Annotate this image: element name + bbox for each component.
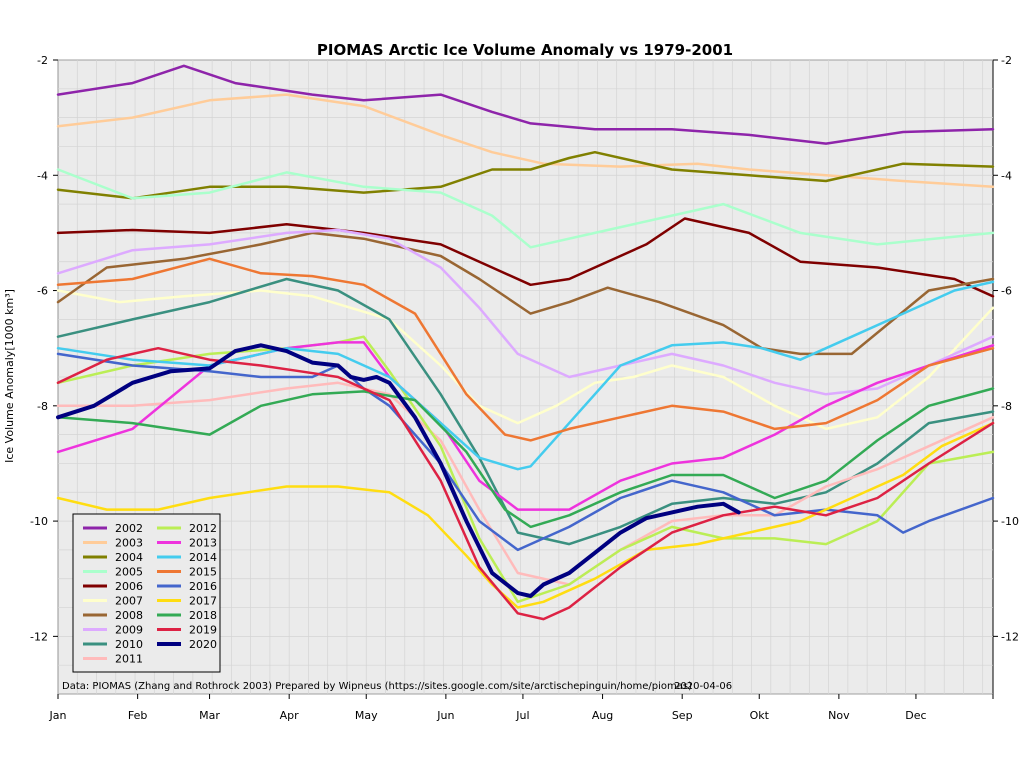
series-line-2002 (56, 64, 995, 145)
x-tick-label: Sep (672, 709, 693, 722)
legend-label-2003: 2003 (115, 537, 143, 550)
y-tick-label-right: -10 (1001, 515, 1019, 528)
series-line-2016 (56, 352, 995, 552)
y-tick-label-right: -6 (1001, 285, 1012, 298)
y-tick-label-left: -12 (30, 630, 48, 643)
series-line-2007 (56, 289, 995, 431)
legend-label-2016: 2016 (189, 580, 217, 593)
legend-label-2014: 2014 (189, 551, 217, 564)
footnote-date: 2020-04-06 (674, 681, 732, 692)
y-tick-label-left: -6 (37, 285, 48, 298)
series-line-2005 (56, 168, 995, 249)
y-tick-label-left: -10 (30, 515, 48, 528)
series-line-2003 (56, 93, 995, 189)
x-tick-label: Aug (592, 709, 613, 722)
x-tick-label: Okt (750, 709, 770, 722)
legend-label-2010: 2010 (115, 638, 143, 651)
legend-label-2007: 2007 (115, 595, 143, 608)
y-tick-label-right: -12 (1001, 630, 1019, 643)
x-tick-label: Dec (905, 709, 926, 722)
y-tick-label-left: -4 (37, 169, 48, 182)
legend-label-2005: 2005 (115, 566, 143, 579)
y-tick-label-left: -8 (37, 400, 48, 413)
footnote: Data: PIOMAS (Zhang and Rothrock 2003) P… (62, 681, 692, 692)
x-tick-label: May (355, 709, 378, 722)
legend-label-2002: 2002 (115, 522, 143, 535)
legend-label-2011: 2011 (115, 653, 143, 666)
x-tick-label: Mar (199, 709, 220, 722)
legend-label-2017: 2017 (189, 595, 217, 608)
series-line-2017 (56, 421, 995, 609)
series-line-2006 (56, 217, 995, 298)
y-axis-label: Ice Volume Anomaly[1000 km³] (3, 289, 16, 463)
legend-label-2009: 2009 (115, 624, 143, 637)
legend-label-2013: 2013 (189, 537, 217, 550)
x-tick-label: Jun (436, 709, 454, 722)
legend-label-2012: 2012 (189, 522, 217, 535)
series-line-2018 (56, 387, 995, 529)
y-tick-label-right: -2 (1001, 54, 1012, 67)
x-tick-label: Feb (128, 709, 147, 722)
legend-frame (72, 513, 221, 673)
series-line-2009 (56, 228, 995, 396)
legend-label-2008: 2008 (115, 609, 143, 622)
legend-label-2019: 2019 (189, 624, 217, 637)
series-line-2019 (56, 346, 995, 621)
x-tick-label: Jul (515, 709, 529, 722)
legend-label-2006: 2006 (115, 580, 143, 593)
chart-title: PIOMAS Arctic Ice Volume Anomaly vs 1979… (317, 41, 733, 59)
series-line-2014 (56, 280, 995, 471)
x-tick-label: Nov (828, 709, 850, 722)
y-tick-label-left: -2 (37, 54, 48, 67)
series-layer (56, 64, 995, 621)
x-tick-label: Apr (280, 709, 300, 722)
series-line-2008 (56, 231, 995, 356)
axis-layer: -2 -2 -4 -4 -6 -6 -8 -8 -10 -10 -12 -12 Jan Feb Mar Apr… (30, 54, 1019, 722)
legend-label-2018: 2018 (189, 609, 217, 622)
legend-label-2015: 2015 (189, 566, 217, 579)
legend-label-2004: 2004 (115, 551, 143, 564)
y-tick-label-right: -4 (1001, 169, 1012, 182)
y-tick-label-right: -8 (1001, 400, 1012, 413)
legend-label-2020: 2020 (189, 638, 217, 651)
series-line-2020 (56, 343, 741, 598)
series-line-2015 (56, 257, 995, 442)
series-line-2010 (56, 277, 995, 546)
series-line-2011 (56, 381, 995, 586)
x-tick-label: Jan (49, 709, 67, 722)
